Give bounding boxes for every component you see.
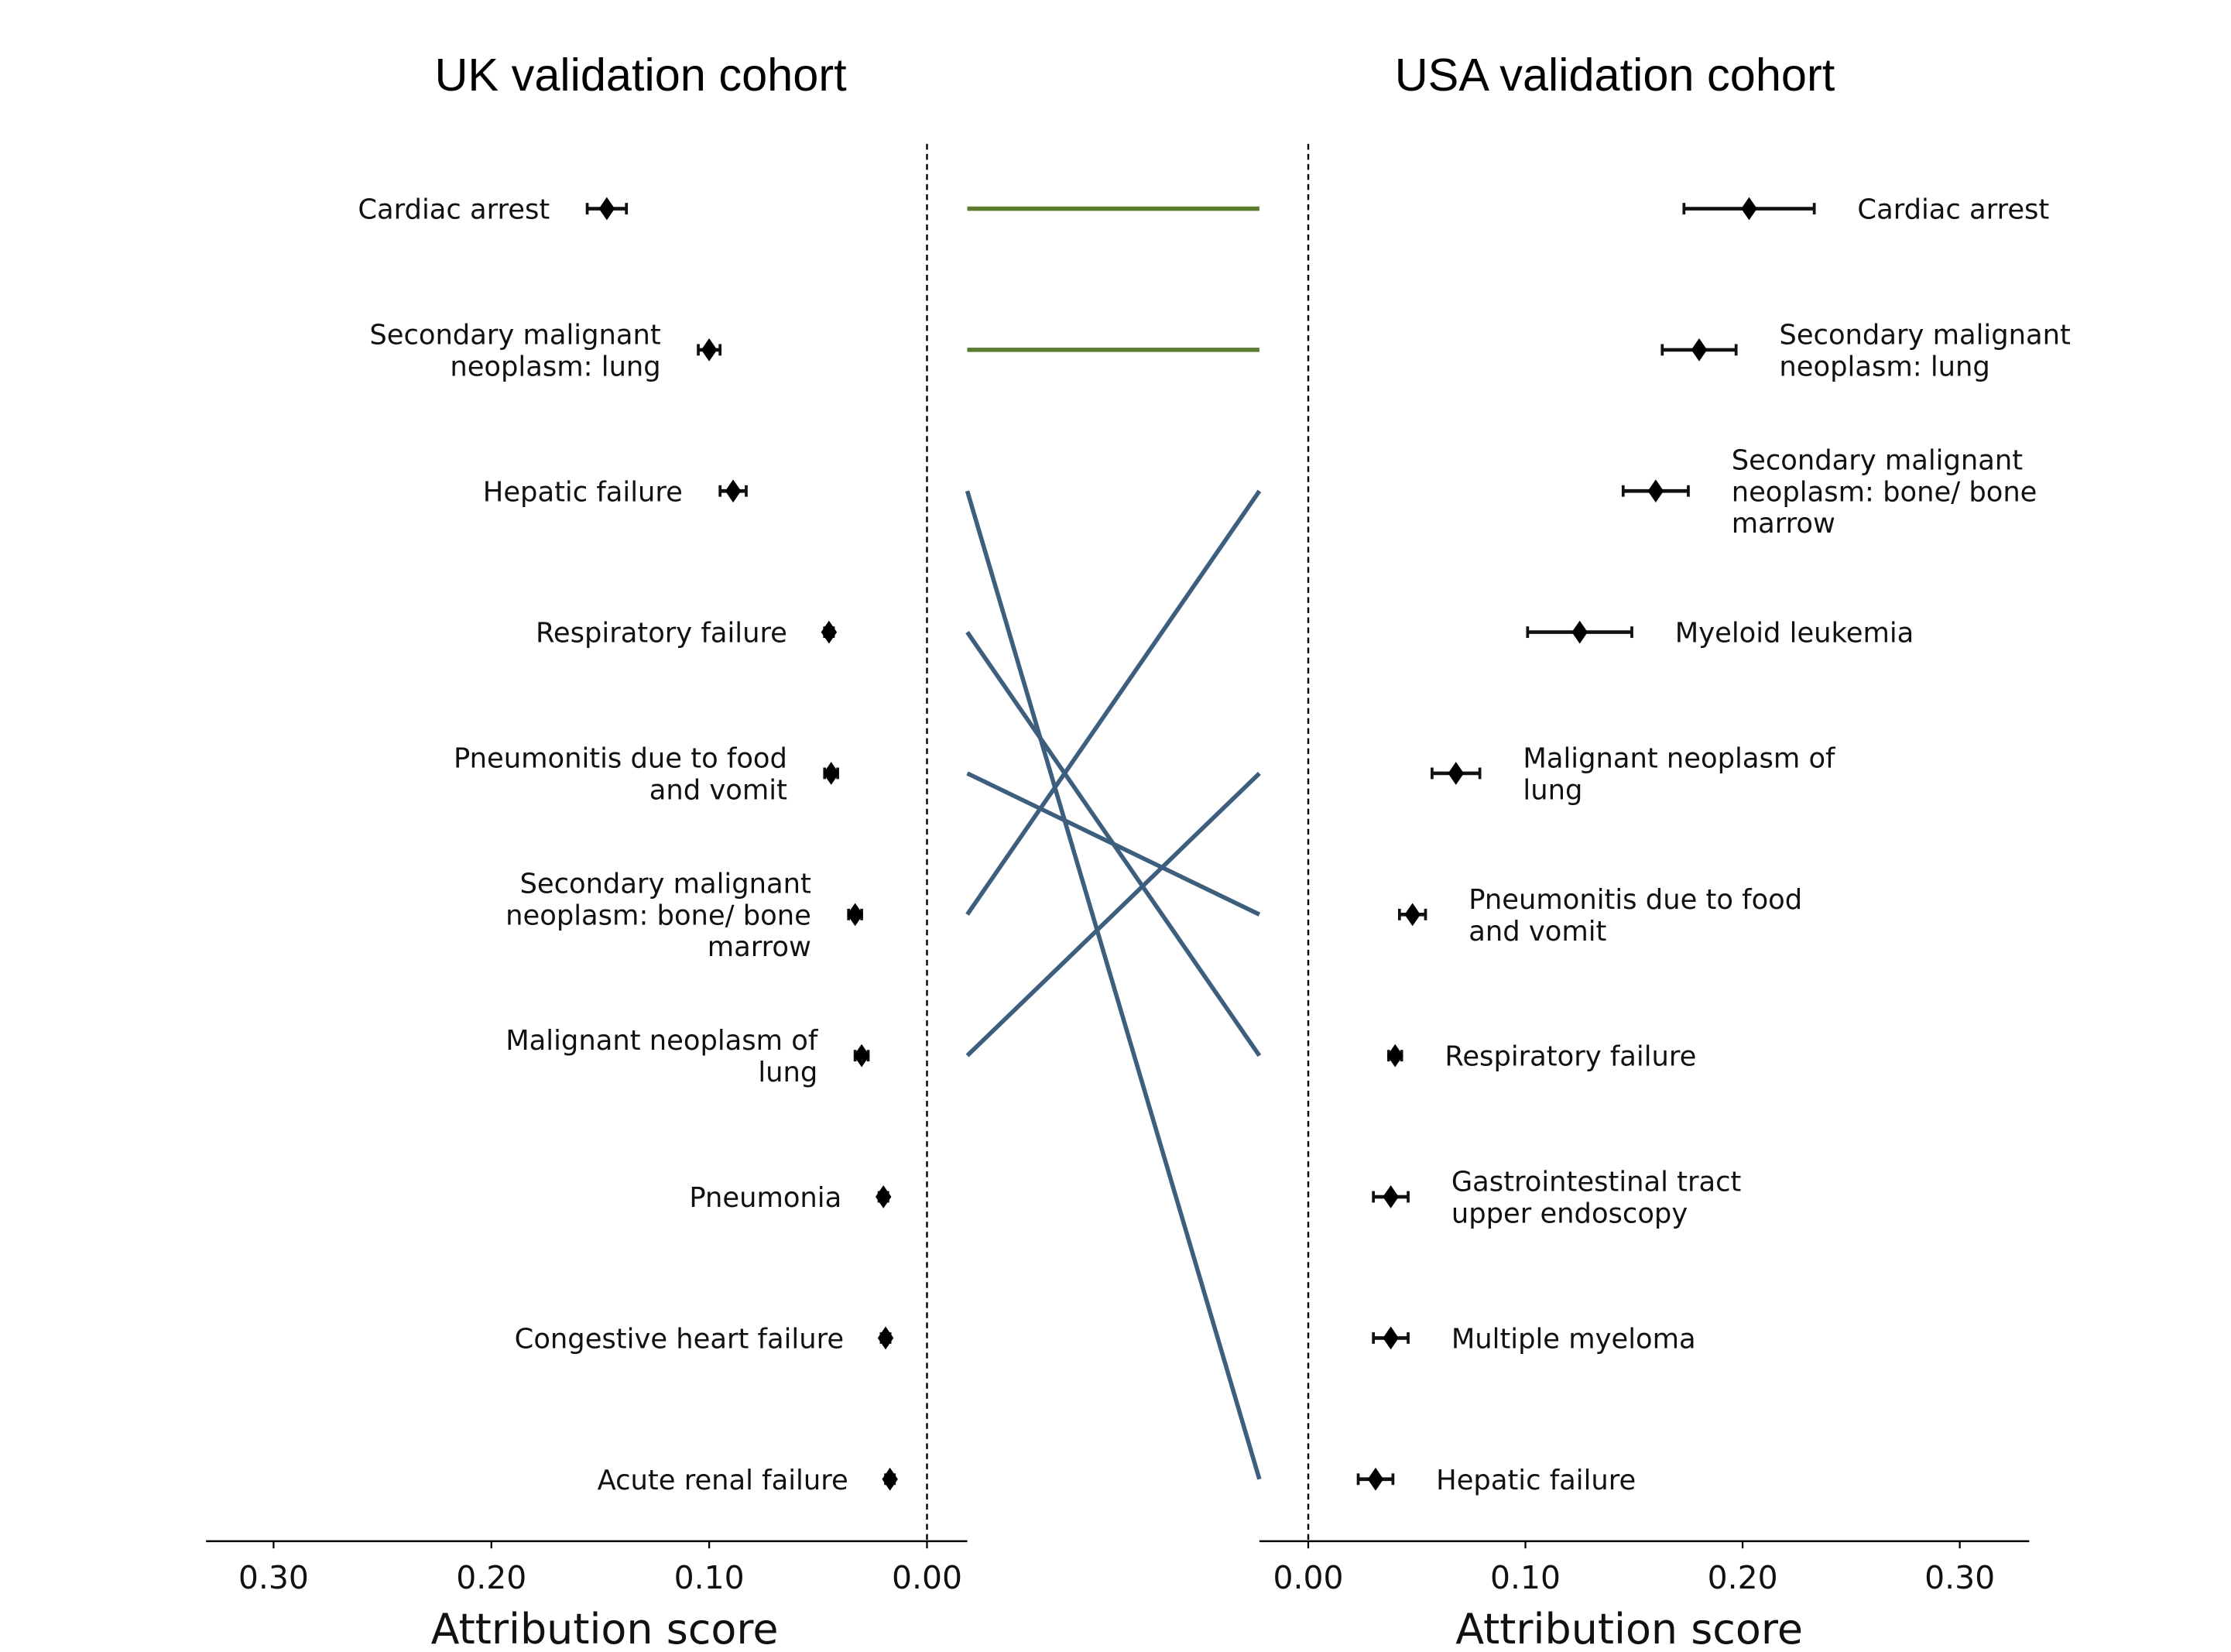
usa-x-axis-label: Attribution score: [1455, 1605, 1803, 1652]
usa-point-marker: [1741, 197, 1757, 221]
uk-category-label: Hepatic failure: [483, 476, 683, 508]
rank-connector-line: [966, 771, 1261, 917]
rank-connector-line: [965, 489, 1262, 916]
usa-x-tick-label: 0.10: [1490, 1559, 1561, 1596]
usa-point-marker: [1383, 1185, 1399, 1208]
rank-connector-line: [965, 490, 1262, 1480]
usa-point-marker: [1404, 903, 1421, 927]
uk-category-label: Secondary malignant neoplasm: bone/ bone m…: [505, 868, 811, 963]
usa-panel-title: USA validation cohort: [1395, 49, 1835, 101]
usa-category-label: Cardiac arrest: [1857, 194, 2049, 226]
uk-point-marker: [598, 197, 615, 221]
uk-category-label: Pneumonitis due to food and vomit: [454, 743, 787, 807]
uk-point-marker: [725, 479, 742, 503]
rank-connector-line: [965, 771, 1261, 1057]
usa-category-label: Malignant neoplasm of lung: [1523, 743, 1836, 807]
usa-category-label: Gastrointestinal tract upper endoscopy: [1451, 1167, 1742, 1230]
uk-point-marker: [882, 1467, 898, 1491]
usa-category-label: Multiple myeloma: [1451, 1323, 1696, 1355]
uk-point-marker: [853, 1044, 870, 1068]
uk-point-marker: [847, 903, 863, 927]
usa-category-label: Pneumonitis due to food and vomit: [1468, 884, 1802, 948]
usa-point-marker: [1448, 762, 1464, 785]
uk-category-label: Secondary malignant neoplasm: lung: [369, 319, 660, 382]
uk-point-marker: [875, 1185, 892, 1208]
usa-category-label: Secondary malignant neoplasm: bone/ bone m…: [1732, 444, 2037, 540]
usa-category-label: Myeloid leukemia: [1675, 618, 1914, 649]
uk-panel-title: UK validation cohort: [434, 49, 847, 101]
usa-category-label: Hepatic failure: [1436, 1465, 1636, 1496]
uk-category-label: Cardiac arrest: [358, 194, 550, 226]
uk-point-marker: [823, 762, 839, 785]
usa-point-marker: [1387, 1044, 1403, 1068]
usa-x-tick-label: 0.20: [1708, 1559, 1778, 1596]
usa-x-tick-label: 0.00: [1273, 1559, 1344, 1596]
usa-x-tick-label: 0.30: [1924, 1559, 1995, 1596]
usa-category-label: Secondary malignant neoplasm: lung: [1779, 319, 2070, 382]
usa-point-marker: [1647, 479, 1664, 503]
uk-category-label: Respiratory failure: [536, 618, 787, 649]
usa-point-marker: [1383, 1326, 1399, 1350]
usa-point-marker: [1367, 1467, 1384, 1491]
uk-x-axis-label: Attribution score: [431, 1605, 779, 1652]
usa-category-label: Respiratory failure: [1444, 1041, 1696, 1073]
usa-point-marker: [1571, 620, 1588, 644]
uk-point-marker: [877, 1326, 894, 1350]
uk-point-marker: [821, 620, 838, 644]
uk-x-tick-label: 0.10: [674, 1559, 745, 1596]
uk-category-label: Acute renal failure: [598, 1465, 848, 1496]
usa-point-marker: [1691, 338, 1708, 362]
uk-point-marker: [701, 338, 718, 362]
uk-category-label: Pneumonia: [689, 1182, 841, 1214]
uk-category-label: Malignant neoplasm of lung: [505, 1025, 819, 1088]
uk-x-tick-label: 0.00: [892, 1559, 962, 1596]
uk-x-tick-label: 0.20: [456, 1559, 526, 1596]
uk-category-label: Congestive heart failure: [515, 1323, 844, 1355]
uk-x-tick-label: 0.30: [238, 1559, 309, 1596]
